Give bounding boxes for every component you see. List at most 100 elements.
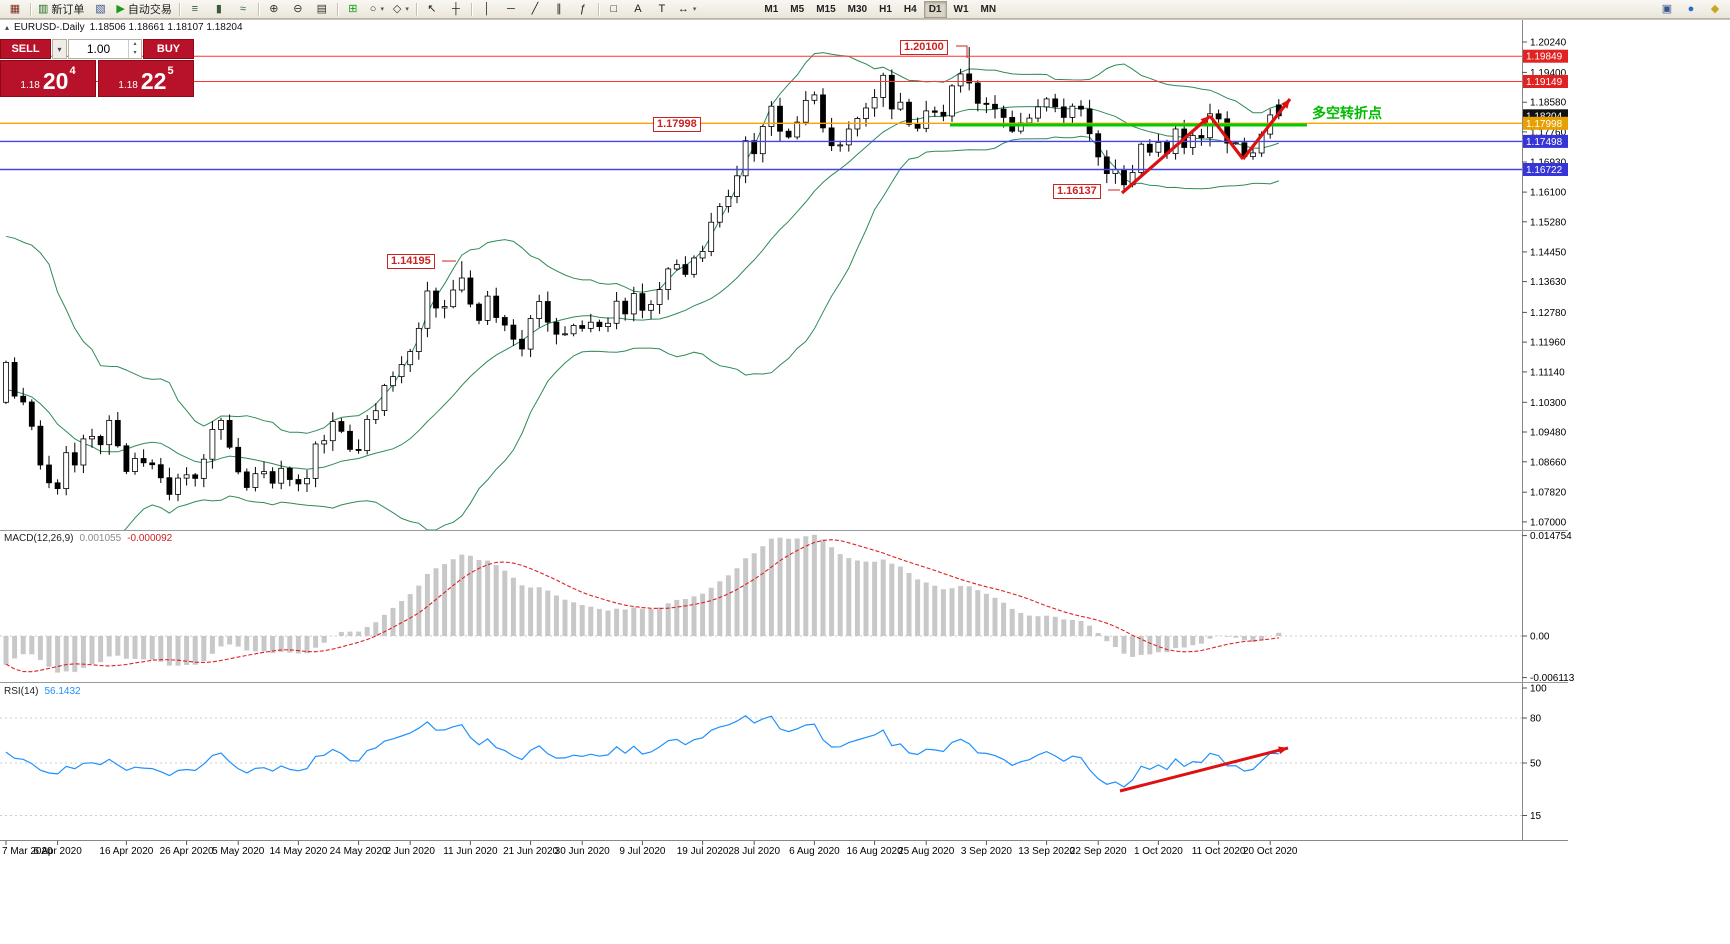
tf-m1[interactable]: M1 [759,1,783,18]
new-chart-icon: ▦ [9,3,21,15]
new-chart-icon[interactable]: ▦ [3,0,27,18]
one-click-collapse-icon[interactable]: ▴ [5,23,10,32]
templates-icon[interactable]: ◇ ▾ [389,0,413,18]
line-chart-icon[interactable]: ≈ [231,0,255,18]
tile-windows-icon: ▤ [316,3,328,15]
toolbar-separator [415,2,417,16]
tf-m5[interactable]: M5 [785,1,809,18]
horizontal-line-icon[interactable]: ─ [499,0,523,18]
trendline-icon[interactable]: ╱ [523,0,547,18]
svg-text:15: 15 [1530,811,1542,822]
arrows-icon[interactable]: ↔ ▾ [674,0,701,18]
svg-text:1.19849: 1.19849 [1526,52,1563,63]
tile-windows-icon[interactable]: ▤ [310,0,334,18]
bid-price-box[interactable]: 1.18 20 4 [0,60,96,97]
crosshair-icon[interactable]: ┼ [444,0,468,18]
tf-m30[interactable]: M30 [843,1,872,18]
candlesticks [3,47,1282,502]
svg-text:20 Oct 2020: 20 Oct 2020 [1243,846,1298,857]
svg-text:1.19149: 1.19149 [1526,77,1563,88]
lot-spinner[interactable]: ▴ ▾ [128,40,141,58]
tf-m15[interactable]: M15 [811,1,840,18]
zoom-out-icon[interactable]: ⊖ [286,0,310,18]
cursor-icon: ↖ [427,3,437,15]
svg-text:0.00: 0.00 [1530,632,1550,643]
fibonacci-icon[interactable]: ƒ [571,0,595,18]
svg-text:21 Jun 2020: 21 Jun 2020 [503,846,558,857]
notifications-icon[interactable]: ● [1679,0,1703,18]
arrows-icon: ↔ [677,3,689,15]
auto-trading-button[interactable]: ▶ 自动交易 [112,0,175,18]
templates-icon: ◇ [392,3,402,15]
tf-w1[interactable]: W1 [949,1,974,18]
tf-h1[interactable]: H1 [874,1,897,18]
candlestick-chart-icon: ▮ [215,3,222,15]
vertical-line-icon: │ [483,3,491,15]
arrows-icon-caret[interactable]: ▾ [692,6,697,13]
bid-price-pip: 4 [69,65,76,77]
svg-text:1 Oct 2020: 1 Oct 2020 [1134,846,1183,857]
indicators-icon[interactable]: ⊞ [341,0,365,18]
sell-button[interactable]: SELL [0,39,51,59]
chart-windows-icon[interactable]: ▣ [1655,0,1679,18]
vertical-line-icon[interactable]: │ [475,0,499,18]
templates-icon-caret[interactable]: ▾ [405,6,409,13]
svg-text:1.14450: 1.14450 [1530,247,1567,258]
macd-main-value: 0.001055 [79,533,122,544]
spinner-down-icon[interactable]: ▾ [133,50,137,56]
tf-mn-label: MN [980,3,997,15]
macd-panel [0,534,1522,673]
line-chart-icon: ≈ [239,3,246,15]
rsi-panel [0,715,1522,816]
cursor-icon[interactable]: ↖ [420,0,444,18]
chart-windows-icon: ▣ [1661,3,1673,15]
annotation-peak-price[interactable]: 1.20100 [900,40,948,55]
text-label-icon[interactable]: T [650,0,674,18]
chart-profiles-icon[interactable]: ▧ [88,0,112,18]
toolbar-group: ⊞ ○ ▾ ◇ ▾ [341,0,413,18]
auto-trading-button-label: 自动交易 [127,4,172,16]
zoom-in-icon[interactable]: ⊕ [262,0,286,18]
new-order-button[interactable]: ▥ 新订单 [34,0,88,18]
svg-text:16 Aug 2020: 16 Aug 2020 [847,846,904,857]
svg-text:1.07820: 1.07820 [1530,488,1567,499]
channel-icon[interactable]: ∥ [547,0,571,18]
axes[interactable]: 1.202401.194001.185801.177601.169301.161… [0,19,1730,858]
shapes-icon[interactable]: □ [602,0,626,18]
lot-dropdown[interactable]: ▾ [52,39,67,59]
horizontal-line-objects[interactable] [0,55,1522,171]
lot-input[interactable]: 1.00 ▴ ▾ [68,39,142,59]
annotation-june-high-price[interactable]: 1.14195 [387,254,435,269]
fibonacci-icon: ƒ [579,3,586,15]
search-icon[interactable]: ◆ [1703,0,1727,18]
ask-price-small: 1.18 [118,80,138,91]
candlestick-chart-icon[interactable]: ▮ [207,0,231,18]
periods-icon[interactable]: ○ ▾ [365,0,389,18]
buy-button[interactable]: BUY [143,39,194,59]
spinner-up-icon[interactable]: ▴ [133,41,137,47]
svg-text:26 Apr 2020: 26 Apr 2020 [160,846,214,857]
annotation-swing-low-price[interactable]: 1.16137 [1053,184,1101,199]
text-icon[interactable]: A [626,0,650,18]
svg-text:19 Jul 2020: 19 Jul 2020 [677,846,729,857]
tf-mn[interactable]: MN [976,1,1002,18]
periods-icon-caret[interactable]: ▾ [380,6,384,13]
annotation-resistance-price[interactable]: 1.17998 [653,117,701,132]
trend-arrows[interactable] [442,45,1292,793]
search-icon: ◆ [1710,3,1720,15]
tf-h1-label: H1 [879,3,892,15]
ask-price-box[interactable]: 1.18 22 5 [98,60,194,97]
bar-chart-icon[interactable]: ≡ [183,0,207,18]
tf-h4[interactable]: H4 [899,1,922,18]
svg-text:30 Jun 2020: 30 Jun 2020 [555,846,610,857]
annotation-turning-point[interactable]: 多空转折点 [1312,105,1382,121]
svg-text:1.10300: 1.10300 [1530,398,1567,409]
tf-d1[interactable]: D1 [923,0,947,18]
ask-price-pip: 5 [167,65,174,77]
svg-text:24 May 2020: 24 May 2020 [330,846,388,857]
toolbar-group: ▦ [3,0,27,18]
trendline-icon: ╱ [531,3,539,15]
text-icon: A [634,3,642,15]
